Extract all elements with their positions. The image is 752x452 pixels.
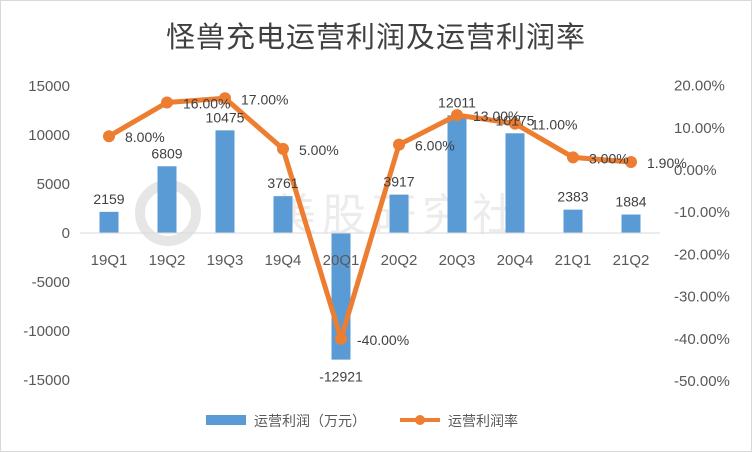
line-label-21Q2: 1.90% — [647, 155, 687, 171]
line-label-19Q3: 17.00% — [241, 91, 288, 107]
line-point-19Q2 — [161, 96, 173, 109]
line-point-20Q2 — [393, 138, 405, 151]
line-label-20Q3: 13.00% — [473, 108, 520, 124]
right-tick--40.00%: -40.00% — [674, 331, 730, 348]
line-point-19Q4 — [277, 142, 289, 155]
left-tick--5000: -5000 — [32, 274, 70, 291]
bar-label-19Q1: 2159 — [93, 191, 124, 207]
line-path — [107, 95, 632, 342]
data-labels: 2159 6809 10475 3761 -12921 3917 12011 10175 238… — [93, 91, 686, 384]
x-tick-21Q2: 21Q2 — [613, 252, 650, 269]
left-tick-5000: 5000 — [37, 176, 70, 193]
bar-20Q2 — [389, 194, 409, 233]
bar-label-19Q2: 6809 — [151, 145, 182, 161]
left-tick-10000: 10000 — [28, 127, 70, 144]
bar-label-19Q3: 10475 — [206, 109, 245, 125]
line-label-20Q4: 11.00% — [531, 117, 577, 133]
bar-label-20Q1: -12921 — [319, 369, 363, 385]
bar-20Q3 — [447, 115, 467, 233]
right-tick--20.00%: -20.00% — [674, 246, 730, 263]
line-point-19Q3 — [219, 92, 231, 105]
right-tick--30.00%: -30.00% — [674, 289, 730, 306]
right-tick-20.00%: 20.00% — [674, 78, 725, 95]
right-tick-10.00%: 10.00% — [674, 120, 725, 137]
line-point-20Q4 — [509, 117, 521, 130]
left-tick--10000: -10000 — [23, 323, 70, 340]
bar-label-21Q2: 1884 — [615, 194, 646, 210]
bar-label-20Q3: 12011 — [438, 94, 476, 110]
line-series — [103, 92, 637, 345]
right-tick-0.00%: 0.00% — [674, 162, 717, 179]
right-tick--10.00%: -10.00% — [674, 204, 730, 221]
line-point-20Q3 — [451, 109, 463, 122]
line-label-19Q4: 5.00% — [299, 142, 339, 158]
bar-19Q3 — [215, 130, 235, 233]
line-label-21Q1: 3.00% — [589, 150, 629, 166]
x-tick-20Q2: 20Q2 — [381, 252, 418, 269]
x-tick-20Q1: 20Q1 — [323, 252, 360, 269]
x-tick-20Q4: 20Q4 — [497, 252, 534, 269]
bar-label-19Q4: 3761 — [267, 175, 298, 191]
x-tick-20Q3: 20Q3 — [439, 252, 476, 269]
bar-label-20Q4: 10175 — [496, 112, 535, 128]
line-point-20Q1 — [335, 332, 347, 345]
x-tick-21Q1: 21Q1 — [555, 252, 592, 269]
line-point-21Q2 — [625, 155, 637, 168]
bar-19Q1 — [99, 211, 119, 233]
axes: 15000 10000 5000 0 -5000 -10000 -15000 20.00% 10… — [23, 78, 730, 390]
legend-marker-line — [415, 415, 425, 425]
x-tick-19Q4: 19Q4 — [265, 252, 302, 269]
bar-series — [99, 115, 641, 360]
x-tick-19Q2: 19Q2 — [149, 252, 186, 269]
bar-19Q2 — [157, 166, 177, 233]
bar-21Q2 — [621, 214, 641, 233]
x-tick-19Q3: 19Q3 — [207, 252, 244, 269]
left-tick-0: 0 — [62, 225, 70, 242]
bar-label-21Q1: 2383 — [557, 189, 588, 205]
bar-label-20Q2: 3917 — [383, 174, 414, 190]
right-tick--50.00%: -50.00% — [674, 373, 730, 390]
chart-title: 怪兽充电运营利润及运营利润率 — [165, 20, 586, 54]
legend: 运营利润（万元） 运营利润率 — [206, 413, 518, 430]
line-label-19Q1: 8.00% — [125, 129, 165, 145]
line-point-19Q1 — [103, 130, 115, 143]
bar-21Q1 — [563, 209, 583, 233]
line-label-20Q2: 6.00% — [415, 138, 455, 154]
left-tick--15000: -15000 — [23, 372, 70, 389]
legend-label-bar: 运营利润（万元） — [254, 414, 366, 430]
bar-20Q4 — [505, 133, 525, 233]
bar-19Q4 — [273, 196, 293, 233]
legend-label-line: 运营利润率 — [448, 413, 518, 430]
legend-swatch-bar — [206, 415, 246, 425]
left-tick-15000: 15000 — [28, 78, 70, 95]
x-tick-19Q1: 19Q1 — [91, 252, 128, 269]
line-label-20Q1: -40.00% — [357, 332, 409, 348]
line-label-19Q2: 16.00% — [183, 95, 230, 111]
line-point-21Q1 — [567, 151, 579, 164]
